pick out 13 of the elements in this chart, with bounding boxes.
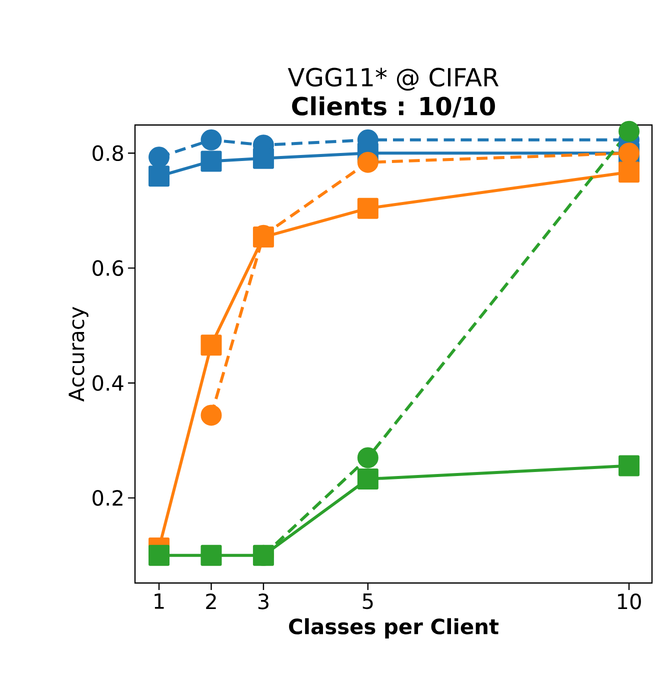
x-tick-label: 3 — [258, 594, 268, 610]
y-axis-title: Accuracy — [68, 306, 88, 402]
y-tick-label: 0.2 — [92, 490, 122, 506]
y-tick-label: 0.8 — [92, 145, 124, 162]
chart-title: VGG11* @ CIFAR — [288, 68, 499, 91]
x-tick-label: 10 — [618, 594, 641, 610]
x-axis-title: Classes per Client — [289, 618, 499, 638]
x-tick-label: 2 — [206, 594, 216, 610]
x-tick-label: 1 — [154, 594, 164, 609]
chart-subtitle: Clients : 10/10 — [292, 96, 495, 118]
y-tick-label: 0.6 — [92, 260, 124, 276]
y-tick-label: 0.4 — [92, 375, 124, 391]
x-tick-label: 5 — [362, 594, 373, 610]
